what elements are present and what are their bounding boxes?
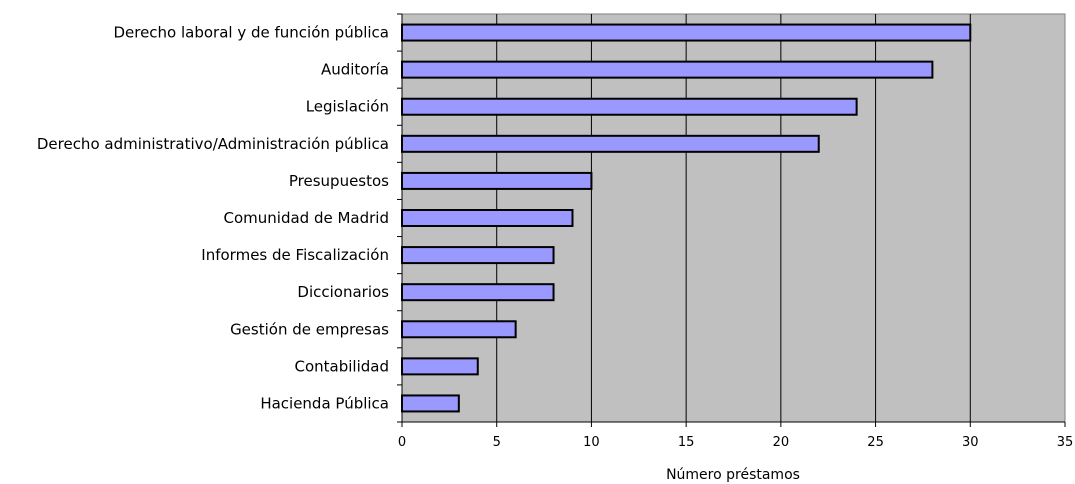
category-label: Comunidad de Madrid bbox=[224, 209, 389, 227]
x-axis-title: Número préstamos bbox=[666, 467, 800, 483]
category-label: Contabilidad bbox=[295, 357, 390, 375]
bar bbox=[401, 134, 820, 153]
bar bbox=[401, 394, 460, 413]
x-tick-label: 15 bbox=[678, 435, 695, 450]
bar bbox=[401, 209, 574, 227]
category-label: Diccionarios bbox=[297, 283, 389, 301]
gridlines bbox=[496, 14, 971, 422]
category-label: Auditoría bbox=[321, 61, 389, 79]
x-tick-label: 25 bbox=[867, 435, 884, 450]
x-tick-label: 35 bbox=[1057, 435, 1074, 450]
bar bbox=[401, 60, 934, 79]
bar bbox=[401, 357, 479, 376]
category-label: Derecho administrativo/Administración pú… bbox=[37, 135, 389, 153]
x-tick-label: 0 bbox=[398, 435, 406, 450]
category-label: Hacienda Pública bbox=[260, 394, 389, 412]
bar bbox=[401, 23, 972, 42]
category-labels: Derecho laboral y de función pública Audi… bbox=[37, 24, 389, 413]
category-label: Legislación bbox=[306, 98, 389, 116]
category-label: Presupuestos bbox=[289, 172, 389, 190]
bar bbox=[401, 171, 593, 190]
x-tick-label: 30 bbox=[962, 435, 979, 450]
bar bbox=[401, 246, 555, 265]
x-tick-label: 20 bbox=[773, 435, 790, 450]
bar bbox=[401, 320, 517, 339]
category-label: Informes de Fiscalización bbox=[201, 246, 389, 264]
category-label: Derecho laboral y de función pública bbox=[113, 24, 389, 42]
bars bbox=[401, 23, 972, 413]
axes bbox=[397, 13, 1066, 427]
x-tick-label: 10 bbox=[583, 435, 600, 450]
category-label: Gestión de empresas bbox=[230, 320, 389, 338]
bar bbox=[401, 97, 858, 116]
x-tick-label: 5 bbox=[493, 435, 501, 450]
tick-labels: 0 5 10 15 20 25 30 35 bbox=[398, 435, 1073, 450]
bar bbox=[401, 283, 555, 302]
